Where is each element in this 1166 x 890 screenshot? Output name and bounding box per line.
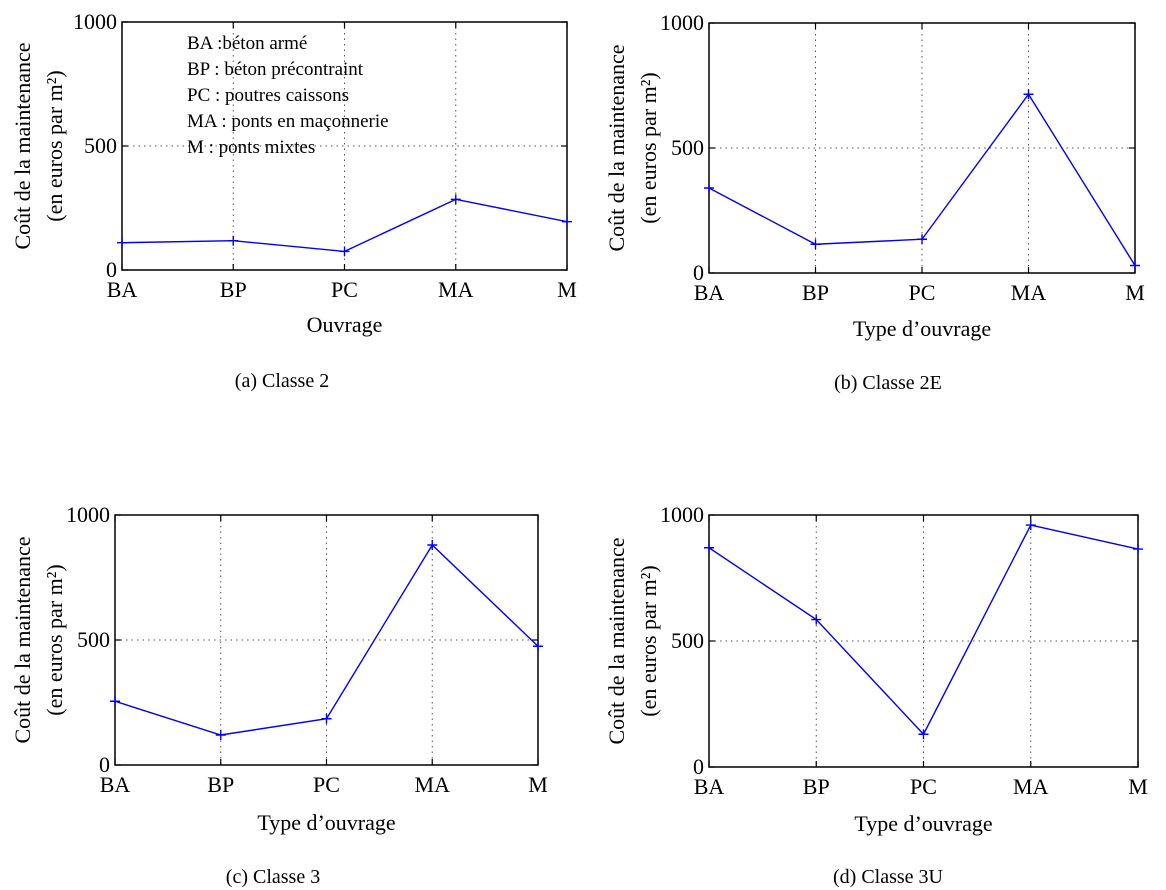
y-axis-label: Coût de la maintenance bbox=[10, 536, 35, 743]
x-tick-label: BA bbox=[107, 277, 138, 302]
x-tick-label: BP bbox=[207, 772, 234, 797]
data-point-marker bbox=[918, 729, 929, 740]
x-tick-label: BA bbox=[694, 774, 725, 799]
x-tick-label: BP bbox=[803, 774, 830, 799]
x-tick-label: PC bbox=[313, 772, 340, 797]
y-axis-label: (en euros par m²) bbox=[636, 565, 661, 716]
x-tick-label: M bbox=[1125, 280, 1145, 305]
x-tick-label: PC bbox=[910, 774, 937, 799]
x-tick-label: BA bbox=[694, 280, 725, 305]
data-point-marker bbox=[533, 641, 543, 652]
data-point-marker bbox=[1023, 89, 1034, 100]
x-axis-label: Type d’ouvrage bbox=[257, 810, 395, 835]
data-point-marker bbox=[228, 235, 239, 246]
plot-frame bbox=[114, 514, 539, 766]
series-line bbox=[114, 543, 539, 736]
data-point-marker bbox=[917, 234, 927, 245]
y-tick-label: 1000 bbox=[66, 502, 110, 527]
legend-entry: MA : ponts en maçonnerie bbox=[187, 111, 389, 132]
y-tick-label: 1000 bbox=[73, 9, 117, 34]
x-tick-label: M bbox=[528, 772, 548, 797]
y-axis-label: (en euros par m²) bbox=[42, 70, 67, 221]
data-point-marker bbox=[704, 542, 714, 553]
x-tick-label: MA bbox=[1013, 774, 1049, 799]
chart-panel-2: BA BP PC MA M 0 500 1000 Type d’ouvrage Coût de l… bbox=[604, 10, 1145, 394]
data-point-marker bbox=[321, 713, 332, 724]
y-tick-label: 500 bbox=[77, 627, 110, 652]
y-axis-label: (en euros par m²) bbox=[636, 72, 661, 223]
chart-panel-4: BA BP PC MA M 0 500 1000 Type d’ouvrage Coût de l… bbox=[604, 502, 1148, 888]
x-axis-label: Type d’ouvrage bbox=[853, 316, 991, 341]
y-axis-label: Coût de la maintenance bbox=[10, 42, 35, 249]
y-tick-label: 500 bbox=[671, 135, 704, 160]
data-point-marker bbox=[110, 696, 120, 707]
data-point-marker bbox=[811, 614, 822, 625]
data-point-marker bbox=[427, 540, 438, 550]
y-tick-label: 0 bbox=[693, 260, 704, 285]
y-tick-label: 500 bbox=[84, 133, 117, 158]
x-tick-label: BP bbox=[220, 277, 247, 302]
x-axis-label: Ouvrage bbox=[307, 312, 383, 337]
y-tick-label: 500 bbox=[671, 628, 704, 653]
series-line bbox=[121, 198, 568, 253]
x-tick-label: BA bbox=[100, 772, 131, 797]
x-tick-label: MA bbox=[415, 772, 451, 797]
legend-entry: BP : béton précontraint bbox=[187, 59, 364, 80]
chart-panel-1: BA BP PC MA M 0 500 1000 Ouvrage Coût de la maint… bbox=[10, 9, 577, 392]
y-tick-label: 0 bbox=[693, 754, 704, 779]
x-tick-label: PC bbox=[331, 277, 358, 302]
data-point-marker bbox=[1130, 260, 1140, 271]
chart-panel-3: BA BP PC MA M 0 500 1000 Type d’ouvrage Coût de l… bbox=[10, 502, 548, 888]
legend-entry: PC : poutres caissons bbox=[187, 85, 349, 106]
legend-entry: BA :béton armé bbox=[187, 33, 307, 54]
x-axis-label: Type d’ouvrage bbox=[854, 811, 992, 836]
panel-caption: (d) Classe 3U bbox=[833, 866, 944, 888]
x-tick-label: M bbox=[1128, 774, 1148, 799]
data-point-marker bbox=[562, 216, 572, 227]
data-point-marker bbox=[117, 237, 127, 248]
y-axis-label: Coût de la maintenance bbox=[604, 537, 629, 744]
legend-entry: M : ponts mixtes bbox=[187, 137, 315, 158]
panel-caption: (a) Classe 2 bbox=[235, 370, 329, 392]
panel-caption: (c) Classe 3 bbox=[226, 866, 320, 888]
data-point-marker bbox=[339, 246, 350, 257]
x-tick-label: MA bbox=[1011, 280, 1047, 305]
x-tick-label: PC bbox=[909, 280, 936, 305]
y-axis-label: Coût de la maintenance bbox=[604, 44, 629, 251]
x-tick-label: M bbox=[557, 277, 577, 302]
x-tick-label: MA bbox=[438, 277, 474, 302]
data-point-marker bbox=[450, 194, 461, 205]
data-point-marker bbox=[215, 730, 226, 740]
y-tick-label: 0 bbox=[99, 752, 110, 777]
y-tick-label: 0 bbox=[106, 257, 117, 282]
y-tick-label: 1000 bbox=[660, 502, 704, 527]
data-point-marker bbox=[810, 239, 821, 250]
panel-caption: (b) Classe 2E bbox=[834, 372, 942, 394]
data-point-marker bbox=[1133, 544, 1143, 555]
data-point-marker bbox=[1025, 520, 1036, 531]
x-tick-label: BP bbox=[802, 280, 829, 305]
y-axis-label: (en euros par m²) bbox=[42, 564, 67, 715]
y-tick-label: 1000 bbox=[660, 10, 704, 35]
data-point-marker bbox=[704, 183, 714, 193]
